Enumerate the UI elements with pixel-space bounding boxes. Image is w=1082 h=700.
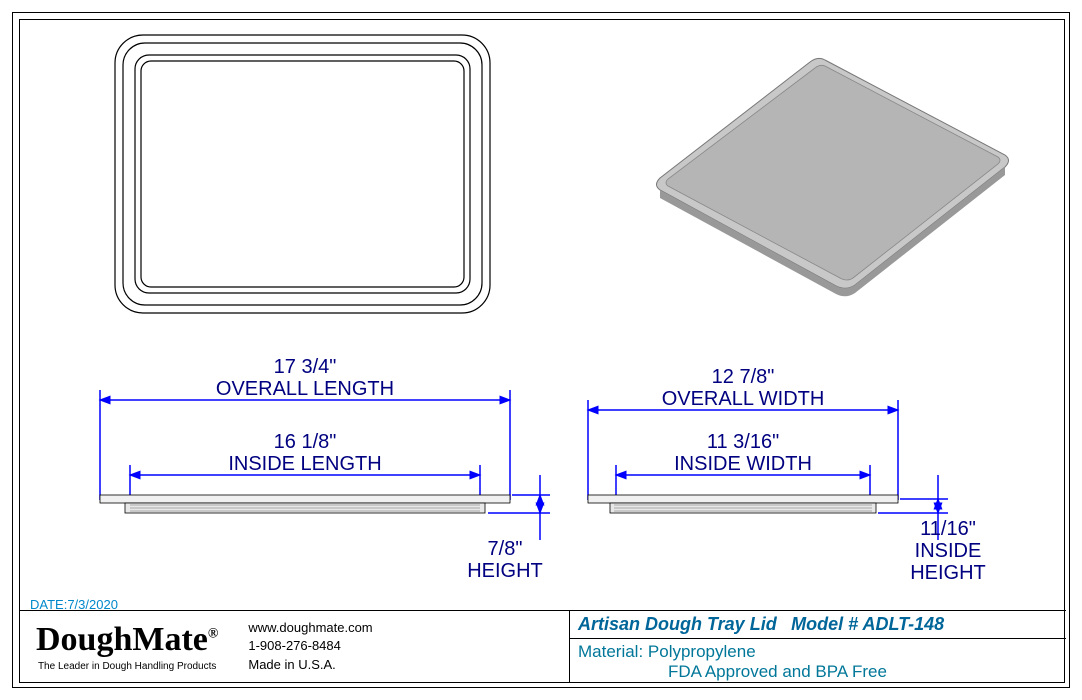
title-block-right: Artisan Dough Tray Lid Model # ADLT-148 …	[570, 611, 1066, 682]
isometric-view	[657, 58, 1009, 296]
inner-frame: 17 3/4" OVERALL LENGTH 16 1/8" INSIDE LE…	[19, 19, 1065, 683]
contact-origin: Made in U.S.A.	[248, 656, 372, 674]
model-number: Model # ADLT-148	[791, 614, 944, 634]
inside-length-label: INSIDE LENGTH	[228, 453, 381, 475]
tagline: The Leader in Dough Handling Products	[36, 661, 218, 672]
height-label: HEIGHT	[467, 560, 543, 582]
inside-height-label2: HEIGHT	[910, 562, 986, 584]
engineering-drawing: 17 3/4" OVERALL LENGTH 16 1/8" INSIDE LE…	[20, 20, 1066, 592]
registered-mark: ®	[208, 627, 218, 642]
inside-height-label1: INSIDE	[915, 540, 982, 562]
brand-block: DoughMate® The Leader in Dough Handling …	[36, 621, 218, 672]
title-block-left: DoughMate® The Leader in Dough Handling …	[20, 611, 570, 682]
inside-width-label: INSIDE WIDTH	[674, 453, 812, 475]
height-value: 7/8"	[488, 538, 523, 560]
outer-frame: 17 3/4" OVERALL LENGTH 16 1/8" INSIDE LE…	[12, 12, 1070, 688]
brand-name: DoughMate	[36, 621, 208, 658]
contact-phone: 1-908-276-8484	[248, 637, 372, 655]
width-section: 12 7/8" OVERALL WIDTH 11 3/16" INSIDE WI…	[588, 366, 986, 584]
overall-width-label: OVERALL WIDTH	[662, 388, 825, 410]
contact-block: www.doughmate.com 1-908-276-8484 Made in…	[248, 619, 372, 674]
title-block: DoughMate® The Leader in Dough Handling …	[20, 610, 1066, 682]
product-name: Artisan Dough Tray Lid	[578, 614, 777, 634]
material-label: Material: Polypropylene	[578, 642, 1058, 662]
approval-label: FDA Approved and BPA Free	[578, 662, 1058, 682]
overall-length-label: OVERALL LENGTH	[216, 378, 394, 400]
inside-length-value: 16 1/8"	[274, 431, 337, 453]
length-section: 17 3/4" OVERALL LENGTH 16 1/8" INSIDE LE…	[100, 356, 550, 582]
overall-length-value: 17 3/4"	[274, 356, 337, 378]
inside-width-value: 11 3/16"	[707, 431, 779, 453]
inside-height-value: 11/16"	[920, 518, 976, 540]
top-view	[115, 35, 490, 313]
contact-web: www.doughmate.com	[248, 619, 372, 637]
overall-width-value: 12 7/8"	[712, 366, 775, 388]
